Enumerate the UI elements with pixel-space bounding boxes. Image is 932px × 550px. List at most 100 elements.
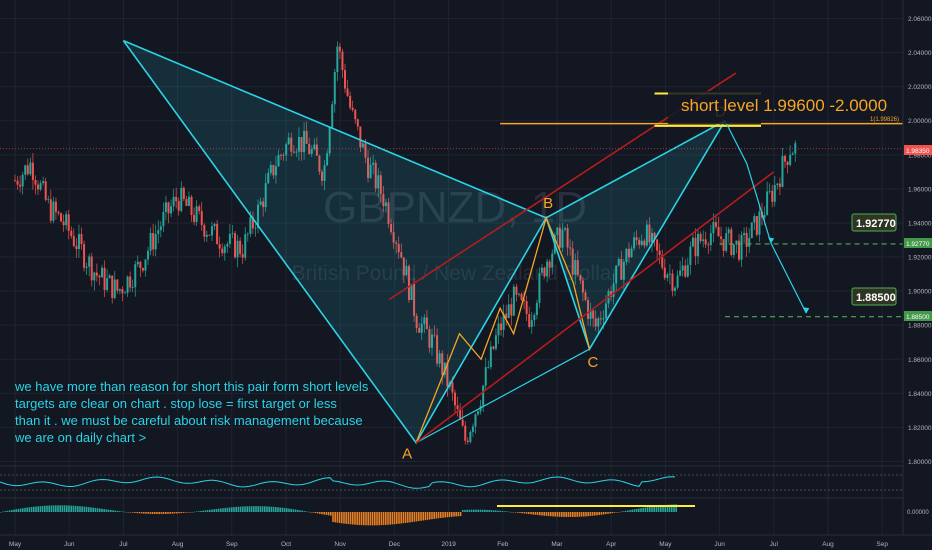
candle-body [154,234,157,250]
oscillator-bar [393,512,396,525]
oscillator-bar [319,512,321,514]
candle-body [264,183,267,208]
projection-path-2 [770,243,807,314]
oscillator-bar [83,506,86,512]
oscillator-bar [541,512,543,516]
oscillator-bar [11,510,13,512]
candle-body [471,426,474,432]
oscillator-bar [477,509,479,512]
pattern-point-B: B [543,195,553,212]
oscillator-bar [352,512,354,525]
candle-body [773,185,776,202]
candle-body [249,217,252,234]
oscillator-bar [587,512,589,517]
y-tick-label: 1.94000 [908,220,932,227]
candle-body [477,411,480,415]
candle-body [781,156,784,187]
target-1-label-group[interactable]: 1.92770 [851,213,897,232]
oscillator-bar [402,512,405,524]
oscillator-bar [277,507,279,512]
oscillator-bar [255,506,257,512]
candle-body [259,201,262,205]
time-axis[interactable]: May Jun Jul Aug Sep Oct Nov Dec 2019 Feb Mar Apr May… [9,541,889,548]
oscillator-bar [673,504,675,512]
candle-body [497,323,500,336]
candle-body [558,227,561,248]
oscillator-bar [231,507,233,512]
candle-body [251,217,254,229]
oscillator-bar [57,505,59,512]
x-tick-label: Mar [551,541,563,548]
candle-body [663,267,666,278]
oscillator-bar [294,509,297,512]
candle-body [290,137,293,152]
oscillator-bar [475,509,477,512]
y-tick-label: 1.82000 [908,425,932,432]
oscillator-bar [325,512,328,515]
candle-body [257,204,260,228]
oscillator-bar [671,504,673,512]
candle-body [604,303,607,319]
candle-body [44,181,47,200]
oscillator-bar [92,507,94,512]
candle-body [748,238,751,247]
pattern-drawings: ABCD [0,39,903,463]
candle-body [627,248,630,258]
candle-body [100,267,103,278]
candle-body [704,239,707,245]
candle-body [433,334,436,336]
candle-body [19,184,22,187]
candle-body [569,247,572,249]
x-tick-label: Sep [226,541,238,548]
oscillator-bar [184,512,187,513]
pattern-point-A: A [402,446,412,463]
candle-body [77,234,80,250]
candle-body [305,130,308,144]
oscillator-bar [446,512,449,518]
short-level-box[interactable] [668,91,761,124]
oscillator-bar [662,505,664,512]
candle-body [686,264,689,277]
oscillator-bar [442,512,444,518]
candle-body [111,275,114,298]
projection-path-1 [724,120,772,244]
candle-body [684,265,687,277]
candle-body [651,232,654,243]
price-axis[interactable]: 2.06000 2.04000 2.02000 2.00000 1.98000 1.960… [908,16,932,466]
oscillator-bar [510,511,512,513]
oscillator-bar [576,512,578,517]
candle-body [525,301,528,315]
candle-body [116,279,119,291]
oscillator-bar [451,512,453,517]
candle-body [320,171,323,181]
candle-body [42,181,45,184]
oscillator-bar [558,512,561,517]
oscillator-bar [411,512,413,523]
oscillator-pane [0,504,695,526]
oscillator-bar [217,508,220,512]
candle-body [254,227,257,229]
candle-body [297,137,300,152]
x-tick-label: May [659,541,672,548]
target-2-label-group[interactable]: 1.88500 [851,287,897,306]
target-2-axis-tag [904,311,932,321]
oscillator-bar [147,512,149,514]
candle-body [502,313,505,330]
oscillator-bar [503,511,506,512]
oscillator-bar [68,505,70,512]
oscillator-bar [279,507,281,512]
oscillator-bar [479,509,482,512]
y-tick-label: 1.90000 [908,289,932,296]
oscillator-bar [52,505,55,512]
candle-body [60,213,63,222]
candle-body [755,216,758,235]
candle-body [167,202,170,214]
candle-body [763,214,766,218]
oscillator-bar [655,505,658,512]
oscillator-bar [444,512,446,518]
oscillator-bar [46,505,48,512]
candle-body [26,165,29,175]
oscillator-bar [116,510,119,512]
x-tick-label: May [9,541,22,548]
oscillator-bar [356,512,358,525]
